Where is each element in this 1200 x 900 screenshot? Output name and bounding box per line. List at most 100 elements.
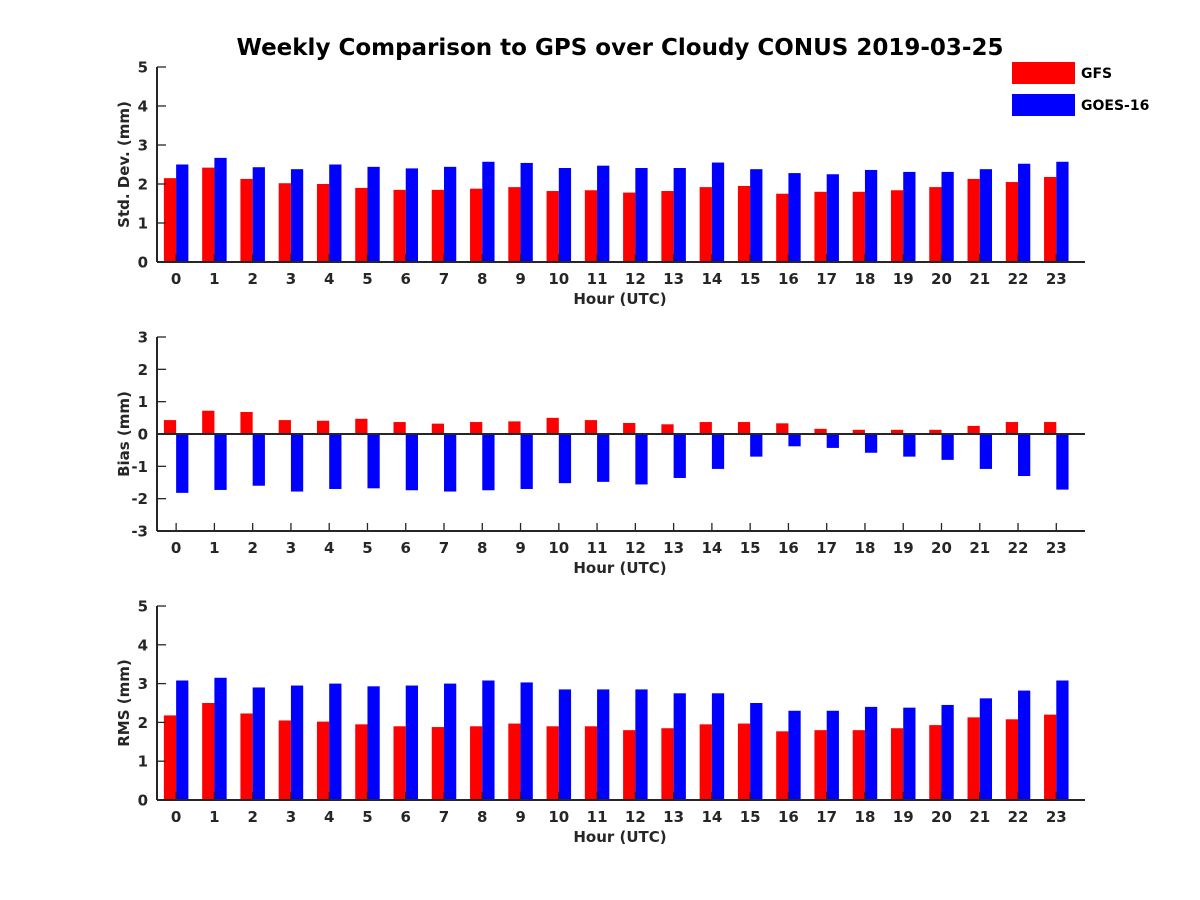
bar-gfs-hour-13: [661, 191, 674, 262]
bar-goes-16-hour-5: [367, 166, 380, 262]
x-tick-label: 10: [548, 808, 569, 826]
bar-goes-16-hour-14: [711, 434, 725, 469]
x-tick-label: 1: [209, 539, 219, 557]
bar-goes-16-hour-16: [788, 710, 801, 800]
bar-goes-16-hour-23: [1056, 680, 1069, 800]
bar-goes-16-hour-7: [444, 166, 457, 262]
bar-goes-16-hour-18: [864, 169, 878, 262]
bar-gfs-hour-11: [584, 726, 598, 800]
x-tick-label: 7: [439, 539, 449, 557]
bar-goes-16-hour-2: [252, 687, 265, 800]
bar-gfs-hour-5: [355, 418, 368, 434]
x-axis-label: Hour (UTC): [573, 290, 666, 308]
y-axis-label: Bias (mm): [115, 391, 133, 477]
legend: GFS GOES-16: [1012, 62, 1149, 116]
y-tick-label: 3: [138, 329, 148, 347]
x-tick-label: 20: [931, 539, 952, 557]
bar-gfs-hour-19: [890, 190, 904, 262]
bar-goes-16-hour-22: [1018, 163, 1031, 262]
bar-gfs-hour-17: [814, 730, 827, 800]
x-tick-label: 3: [286, 270, 296, 288]
bar-gfs-hour-10: [546, 417, 559, 434]
y-tick-label: -1: [131, 458, 148, 476]
bar-goes-16-hour-11: [597, 434, 610, 482]
bar-gfs-hour-12: [623, 192, 636, 262]
y-tick-label: 1: [138, 215, 148, 233]
y-tick-label: -2: [131, 490, 148, 508]
bar-gfs-hour-4: [316, 420, 330, 434]
x-tick-label: 23: [1046, 539, 1067, 557]
bar-gfs-hour-19: [890, 728, 904, 800]
y-tick-label: 1: [138, 753, 148, 771]
x-tick-label: 18: [855, 539, 876, 557]
bar-goes-16-hour-19: [903, 707, 916, 800]
x-tick-label: 12: [625, 270, 646, 288]
bar-goes-16-hour-19: [903, 171, 916, 262]
y-tick-label: 2: [138, 714, 148, 732]
x-tick-label: 4: [324, 808, 334, 826]
x-tick-label: 16: [778, 539, 799, 557]
x-tick-label: 10: [548, 270, 569, 288]
y-tick-label: 0: [138, 426, 148, 444]
legend-swatch-goes-16: [1012, 94, 1075, 116]
x-tick-label: 9: [515, 539, 525, 557]
x-tick-label: 18: [855, 270, 876, 288]
x-tick-label: 17: [816, 539, 837, 557]
bars: [163, 157, 1069, 262]
bar-gfs-hour-6: [393, 726, 406, 800]
x-tick-label: 10: [548, 539, 569, 557]
bar-gfs-hour-1: [202, 410, 215, 434]
bar-gfs-hour-9: [508, 421, 521, 434]
x-tick-label: 11: [587, 808, 608, 826]
x-tick-label: 7: [439, 808, 449, 826]
bar-goes-16-hour-9: [520, 682, 533, 800]
bar-goes-16-hour-4: [329, 164, 342, 262]
y-tick-label: 0: [138, 792, 148, 810]
bar-gfs-hour-13: [661, 728, 674, 800]
bar-gfs-hour-22: [1005, 182, 1019, 262]
bar-gfs-hour-21: [967, 178, 980, 262]
bar-goes-16-hour-5: [367, 686, 380, 800]
bar-goes-16-hour-20: [941, 171, 954, 262]
y-tick-label: 3: [138, 675, 148, 693]
x-tick-label: 2: [247, 270, 257, 288]
bar-goes-16-hour-7: [444, 434, 457, 492]
bar-gfs-hour-6: [393, 422, 406, 434]
x-tick-label: 12: [625, 539, 646, 557]
x-tick-label: 17: [816, 808, 837, 826]
bar-gfs-hour-11: [584, 420, 598, 434]
x-tick-label: 9: [515, 808, 525, 826]
bar-goes-16-hour-10: [558, 434, 572, 484]
bar-gfs-hour-20: [929, 187, 942, 262]
x-tick-label: 0: [171, 539, 181, 557]
bar-gfs-hour-7: [431, 423, 445, 434]
bar-goes-16-hour-12: [635, 168, 648, 262]
bar-goes-16-hour-15: [750, 169, 763, 262]
y-tick-label: 4: [138, 98, 148, 116]
x-tick-label: 8: [477, 808, 487, 826]
bar-goes-16-hour-22: [1018, 690, 1031, 800]
x-tick-label: 2: [247, 539, 257, 557]
bar-goes-16-hour-2: [252, 434, 265, 486]
bar-gfs-hour-23: [1044, 176, 1057, 262]
bar-goes-16-hour-21: [979, 169, 993, 262]
x-tick-label: 3: [286, 539, 296, 557]
bar-goes-16-hour-7: [444, 683, 457, 800]
bar-goes-16-hour-8: [482, 161, 495, 262]
x-axis-label: Hour (UTC): [573, 828, 666, 846]
bar-goes-16-hour-13: [673, 168, 686, 262]
bar-gfs-hour-13: [661, 424, 674, 434]
x-tick-label: 11: [587, 539, 608, 557]
x-tick-label: 14: [701, 270, 722, 288]
bar-goes-16-hour-17: [826, 710, 839, 800]
bar-goes-16-hour-19: [903, 434, 916, 457]
x-tick-label: 19: [893, 270, 914, 288]
bar-gfs-hour-12: [623, 730, 636, 800]
bar-gfs-hour-18: [852, 191, 865, 262]
x-tick-label: 6: [401, 539, 411, 557]
bar-gfs-hour-0: [163, 178, 177, 262]
bar-goes-16-hour-23: [1056, 434, 1069, 490]
y-axis-label: Std. Dev. (mm): [115, 101, 133, 228]
